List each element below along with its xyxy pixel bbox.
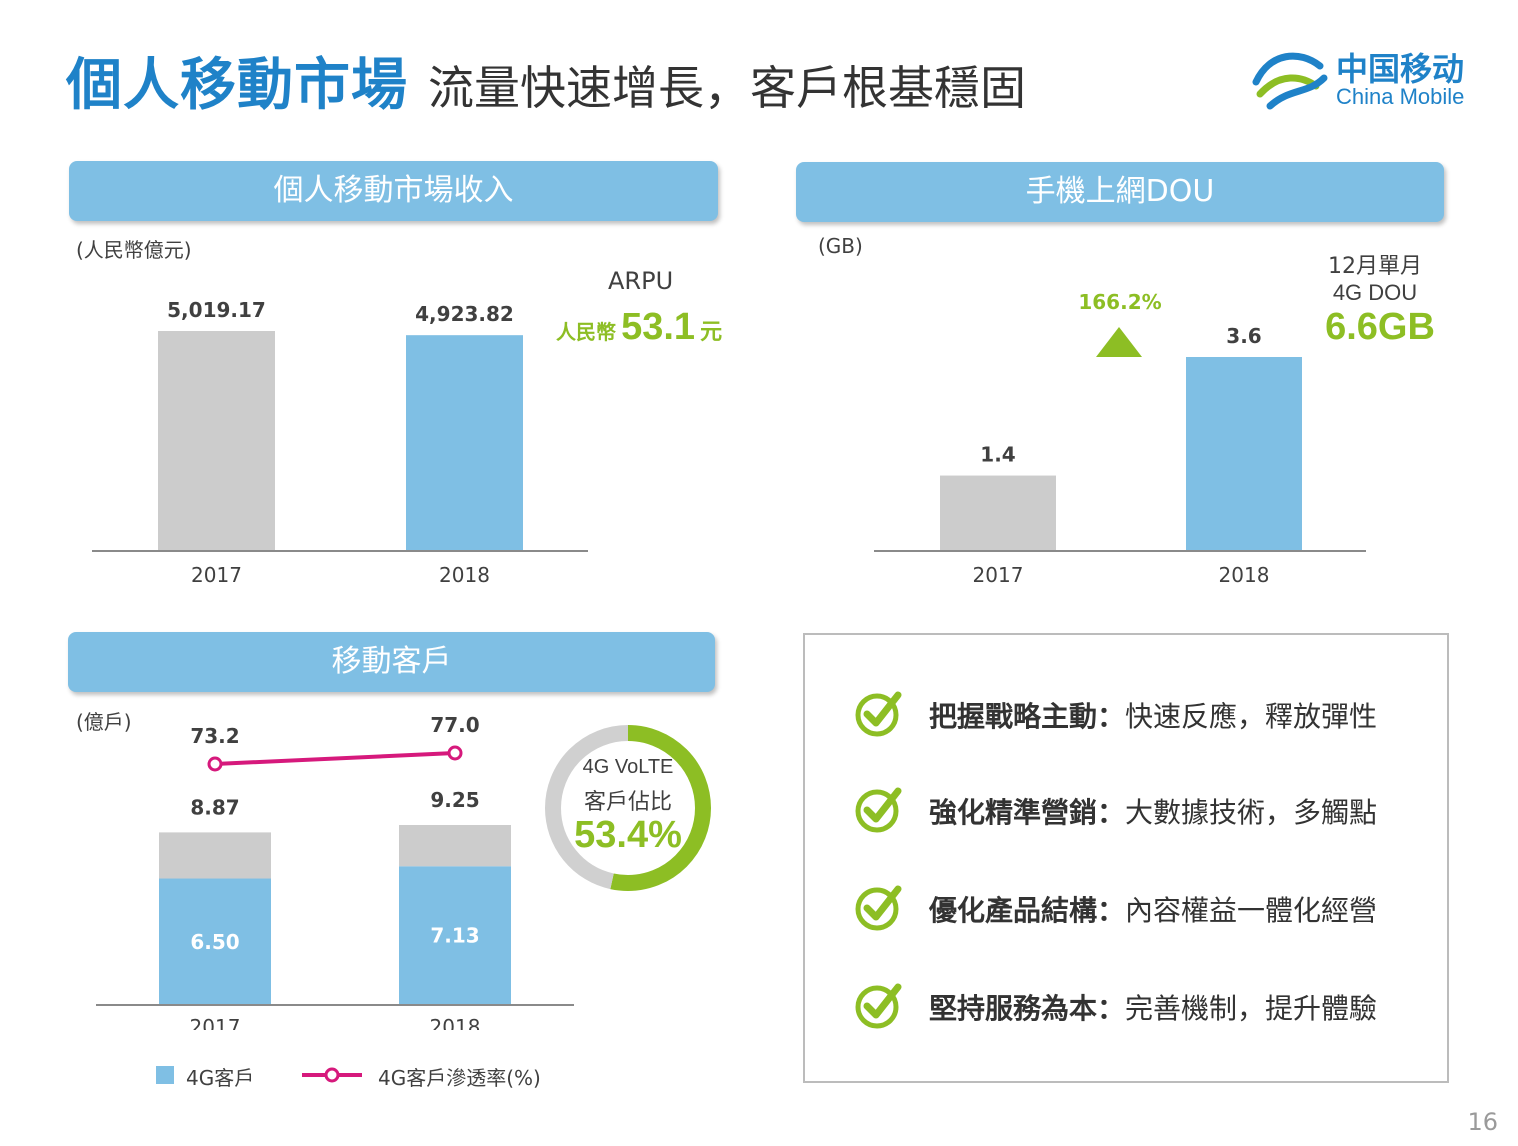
check-circle-icon [855,691,902,737]
page-number: 16 [1467,1108,1498,1136]
penetration-point [447,745,463,761]
highlight-text: 把握戰略主動：快速反應，釋放彈性 [929,695,1377,735]
revenue-chart: 5,019.17 2017 4,923.82 2018 [92,298,588,587]
stack-segment-label: 6.50 [190,930,239,954]
dou-dec-line1: 12月單月 [1328,254,1422,279]
bar-2018 [406,335,523,551]
highlight-item: 強化精準營銷：大數據技術，多觸點 [853,783,1433,835]
highlight-title: 優化產品結構： [929,894,1126,927]
arpu-label: ARPU [608,267,674,295]
dou-growth-label: 166.2% [1078,290,1162,314]
category-label: 2017 [190,1015,241,1030]
arpu-suffix: 元 [700,319,723,344]
check-circle-icon [855,787,902,833]
highlight-item: 把握戰略主動：快速反應，釋放彈性 [853,687,1433,739]
arpu-prefix: 人民幣 [556,322,616,344]
dou-unit: (GB) [818,234,863,258]
customers-unit: (億戶) [76,710,132,734]
legend-penetration-label: 4G客戶滲透率(%) [378,1066,541,1090]
customers-banner: 移動客戶 [68,632,715,692]
check-circle-icon [855,983,902,1029]
stack-segment-label: 7.13 [430,924,479,948]
stack-bar-2017-0 [159,878,271,1005]
legend-penetration-line-icon [302,1067,362,1083]
highlight-title: 強化精準營銷： [929,796,1126,829]
category-label: 2018 [439,563,490,587]
penetration-value-label: 77.0 [430,713,479,737]
dou-dec-value: 6.6GB [1325,306,1435,348]
stack-bar-2017-1 [159,832,271,879]
highlight-text: 優化產品結構：內容權益一體化經營 [929,889,1377,929]
highlight-detail: 大數據技術，多觸點 [1125,796,1378,829]
dou-dec-line2: 4G DOU [1332,280,1418,305]
logo-text-en: China Mobile [1336,84,1465,109]
arpu-value-group: 人民幣 53.1 元 [556,306,722,349]
category-label: 2017 [973,563,1024,587]
ring-line2: 客戶佔比 [583,790,672,815]
stack-total-label: 8.87 [190,795,239,819]
legend-4g-swatch [156,1066,174,1084]
bar-value-label: 1.4 [980,443,1015,467]
highlight-detail: 完善機制，提升體驗 [1125,992,1378,1025]
stack-bar-2018-1 [399,825,511,867]
highlight-title: 把握戰略主動： [929,700,1126,733]
ring-value: 53.4% [574,814,682,856]
logo-mark-icon [1252,52,1328,110]
bar-value-label: 5,019.17 [167,298,266,322]
dou-banner: 手機上網DOU [796,162,1444,222]
bar-2018 [1186,357,1302,551]
category-label: 2018 [1219,563,1270,587]
customers-chart: 6.50 8.87 2017 7.13 9.25 2018 73.2 77.0 [96,713,574,1030]
highlight-text: 強化精準營銷：大數據技術，多觸點 [929,791,1377,831]
dou-chart: 1.4 2017 3.6 2018 [874,324,1366,587]
check-circle-icon [855,885,902,931]
highlight-detail: 內容權益一體化經營 [1125,894,1378,927]
highlight-text: 堅持服務為本：完善機制，提升體驗 [929,987,1377,1027]
stack-total-label: 9.25 [430,788,479,812]
bar-2017 [940,475,1056,551]
highlight-title: 堅持服務為本： [929,992,1126,1025]
revenue-unit: (人民幣億元) [76,238,192,262]
growth-up-triangle-icon [1096,327,1142,357]
bar-value-label: 4,923.82 [415,302,514,326]
penetration-value-label: 73.2 [190,724,239,748]
ring-slice-1 [545,725,711,891]
highlight-item: 堅持服務為本：完善機制，提升體驗 [853,979,1433,1031]
logo-text-cn: 中国移动 [1336,50,1465,88]
category-label: 2018 [430,1015,481,1030]
stack-bar-2018-0 [399,866,511,1005]
bar-value-label: 3.6 [1226,324,1261,348]
highlights-box: 把握戰略主動：快速反應，釋放彈性 強化精準營銷：大數據技術，多觸點 優化產品結構：內… [803,633,1449,1083]
arpu-value: 53.1 [621,306,696,348]
volte-ring-chart [545,725,711,891]
highlight-detail: 快速反應，釋放彈性 [1125,700,1378,733]
penetration-line [214,751,456,766]
penetration-point [207,756,223,772]
highlight-item: 優化產品結構：內容權益一體化經營 [853,881,1433,933]
page-subtitle: 流量快速增長，客戶根基穩固 [428,61,1026,115]
china-mobile-logo: 中国移动 China Mobile [1250,42,1480,114]
page-title: 個人移動市場 [66,53,408,118]
bar-2017 [158,331,275,551]
legend-4g-label: 4G客戶 [186,1066,255,1090]
revenue-banner: 個人移動市場收入 [69,161,718,221]
customers-legend: 4G客戶 4G客戶滲透率(%) [156,1062,596,1090]
category-label: 2017 [191,563,242,587]
ring-line1: 4G VoLTE [582,756,674,778]
